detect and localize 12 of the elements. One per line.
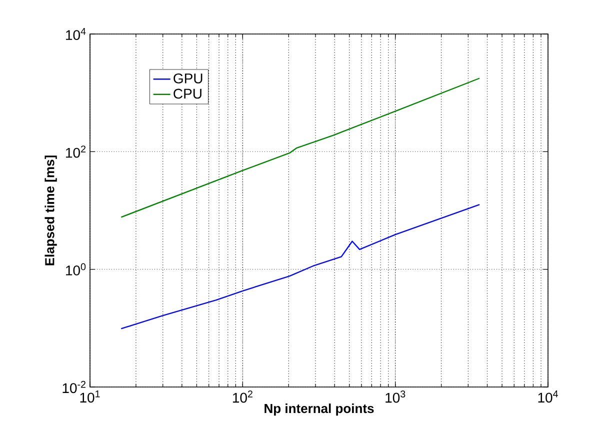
x-tick-label: 10$^{1}$ [80, 390, 100, 403]
x-tick-label: 10$^{3}$ [386, 390, 406, 403]
legend-label: CPU [174, 88, 202, 99]
x-tick-label: 10$^{4}$ [538, 390, 558, 403]
y-axis-title: Elapsed time [ms] [44, 156, 57, 266]
y-tick-label: 10$^{-2}$ [62, 380, 86, 394]
y-tick-label: 10$^{0}$ [66, 263, 86, 276]
y-tick-label: 10$^{4}$ [66, 28, 86, 40]
x-tick-label: 10$^{2}$ [232, 390, 252, 403]
y-tick-label: 10$^{2}$ [66, 146, 86, 158]
legend-label: GPU [174, 73, 202, 84]
x-axis-title: Np internal points [264, 404, 374, 416]
